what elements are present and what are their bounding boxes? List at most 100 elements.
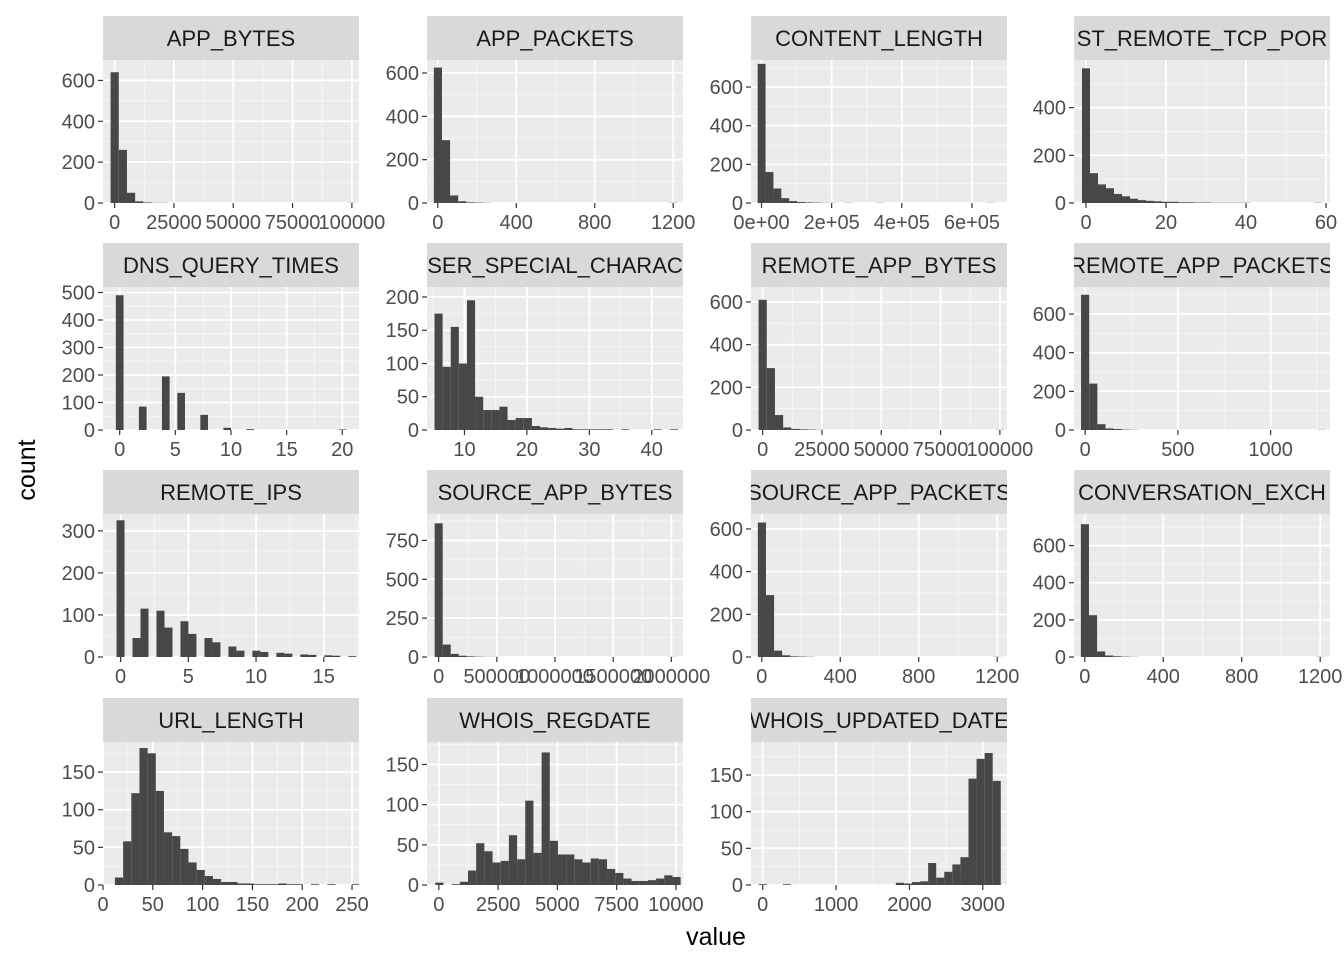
facet-strip: [427, 243, 683, 287]
histogram-bar: [441, 140, 451, 203]
facet-panel-source-app-packets: SOURCE_APP_PACKETS 0 400 800 1200 0 200 400 600: [710, 470, 1019, 688]
histogram-bar: [517, 859, 526, 885]
histogram-bar: [1121, 656, 1130, 657]
histogram-bar: [903, 883, 913, 885]
histogram-bar: [782, 655, 791, 657]
y-tick-label: 0: [732, 875, 743, 897]
histogram-bar: [139, 748, 148, 885]
histogram-bar: [196, 869, 205, 885]
y-tick-label: 600: [62, 70, 95, 92]
histogram-bar: [523, 418, 532, 430]
histogram-bar: [797, 202, 806, 203]
histogram-bar: [1317, 429, 1326, 430]
histogram-bar: [1080, 524, 1089, 657]
histogram-bar: [653, 429, 662, 430]
histogram-bar: [572, 429, 581, 430]
facet-panel-source-app-bytes: SOURCE_APP_BYTES 0 50000010000001500000200…: [386, 470, 710, 688]
histogram-bars: [434, 300, 679, 430]
y-tick-label: 400: [62, 111, 95, 133]
histogram-bar: [765, 172, 774, 203]
histogram-bar: [920, 881, 929, 885]
histogram-bar: [286, 884, 295, 885]
histogram-bar: [791, 428, 800, 430]
x-tick-label: 7500: [594, 894, 639, 916]
histogram-bar: [805, 202, 813, 203]
facet-strip-label: APP_BYTES: [167, 26, 295, 51]
histogram-bar: [253, 884, 262, 885]
histogram-bar: [300, 654, 309, 657]
histogram-bar: [667, 656, 676, 657]
histogram-bar: [172, 836, 181, 885]
facet-panel-ser-special-charac: SER_SPECIAL_CHARAC 10 20 30 40 0 50 100 150 200: [386, 243, 683, 461]
y-tick-label: 150: [386, 754, 419, 776]
histogram-bar: [508, 835, 518, 885]
histogram-bar: [669, 429, 679, 430]
histogram-bar: [564, 428, 573, 430]
y-tick-label: 200: [1033, 610, 1066, 632]
y-tick-label: 100: [710, 802, 743, 824]
histogram-bar: [1097, 651, 1106, 657]
y-tick-label: 600: [1033, 536, 1066, 558]
histogram-bar: [229, 881, 238, 885]
histogram-bar: [533, 852, 542, 885]
x-tick-label: 200: [286, 894, 319, 916]
x-tick-label: 6e+05: [944, 212, 1000, 234]
histogram-bar: [928, 863, 937, 885]
histogram-bar: [604, 429, 614, 430]
facet-strip: [427, 16, 683, 60]
x-tick-label: 50000: [205, 212, 261, 234]
y-tick-label: 400: [710, 335, 743, 357]
histogram-bar: [984, 753, 993, 885]
panel-background: [1074, 514, 1330, 657]
histogram-bar: [270, 884, 279, 885]
histogram-bar: [466, 202, 475, 203]
histogram-bar: [1314, 202, 1322, 203]
histogram-bar: [1178, 202, 1186, 203]
y-tick-label: 300: [62, 521, 95, 543]
histogram-bar: [310, 884, 320, 885]
x-tick-label: 2e+05: [804, 212, 860, 234]
y-tick-label: 600: [386, 63, 419, 85]
histogram-bar: [781, 198, 790, 203]
facet-strip: [427, 698, 683, 742]
histogram-bars: [1081, 294, 1326, 430]
histogram-bar: [132, 638, 141, 657]
y-tick-label: 200: [386, 287, 419, 309]
x-tick-label: 400: [1147, 666, 1180, 688]
facet-strip: [751, 243, 1007, 287]
y-axis-title: count: [13, 439, 41, 500]
histogram-bars: [758, 299, 1005, 430]
facet-panel-whois-regdate: WHOIS_REGDATE 0 2500 5000 7500 10000 0 50 100 150: [386, 698, 704, 916]
histogram-bar: [1170, 201, 1178, 203]
histogram-bars: [757, 63, 995, 203]
x-tick-label: 0: [1080, 439, 1091, 461]
histogram-bar: [1202, 202, 1210, 203]
histogram-bar: [223, 427, 232, 430]
histogram-bar: [466, 656, 475, 657]
x-tick-label: 250: [335, 894, 368, 916]
facet-strip-label: URL_LENGTH: [158, 708, 303, 733]
histogram-bar: [992, 780, 1001, 885]
histogram-bar: [525, 800, 534, 885]
y-tick-label: 500: [62, 283, 95, 305]
x-tick-label: 40: [1235, 212, 1257, 234]
histogram-bar: [596, 429, 605, 430]
histogram-bar: [631, 880, 640, 885]
histogram-bar: [484, 851, 493, 885]
histogram-bar: [790, 656, 799, 657]
facet-strip-label: REMOTE_APP_BYTES: [762, 253, 997, 278]
x-tick-label: 100000: [319, 212, 386, 234]
y-tick-label: 0: [1055, 647, 1066, 669]
histogram-bar: [507, 420, 516, 430]
x-tick-label: 4e+05: [874, 212, 930, 234]
histogram-bar: [664, 875, 673, 885]
facet-strip: [1074, 16, 1330, 60]
histogram-bar: [895, 882, 904, 885]
x-tick-label: 10: [453, 439, 475, 461]
facet-strip-label: REMOTE_APP_PACKETS: [1070, 253, 1334, 278]
histogram-bar: [450, 653, 459, 657]
x-tick-label: 40: [641, 439, 663, 461]
facet-strip: [1074, 470, 1330, 514]
y-tick-label: 600: [1033, 304, 1066, 326]
